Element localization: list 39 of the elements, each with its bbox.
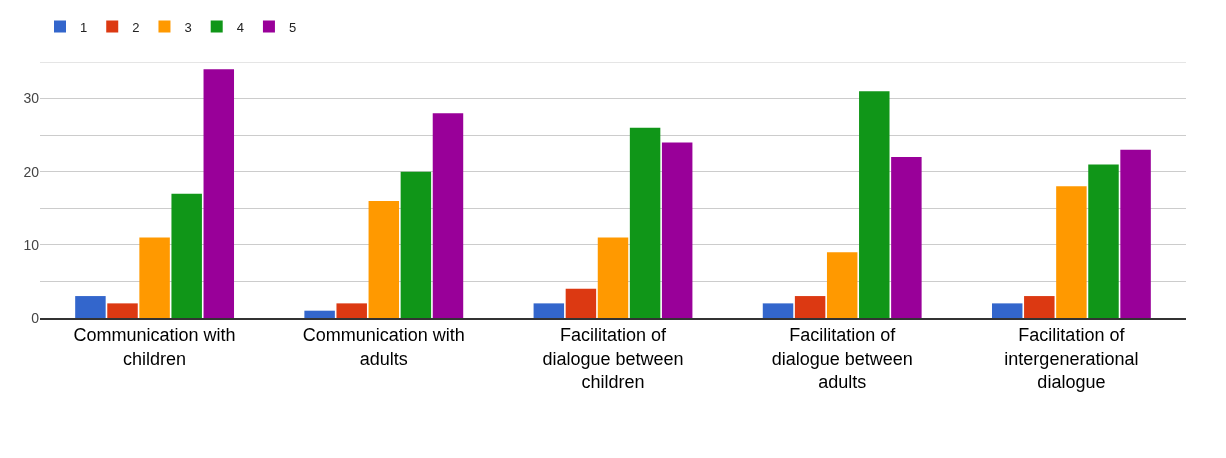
bar: [304, 310, 335, 318]
bar: [107, 303, 138, 318]
bar: [1024, 296, 1055, 318]
bar: [859, 91, 890, 318]
legend-label: 1: [80, 19, 88, 35]
y-tick-label: 0: [31, 309, 40, 326]
bar: [533, 303, 565, 318]
bar: [661, 142, 693, 318]
x-tick-label: Communication with adults: [302, 325, 465, 369]
bar: [794, 296, 826, 318]
x-tick-label: Facilitation of dialogue between children: [542, 325, 684, 393]
x-tick-label: Facilitation of dialogue between adults: [771, 325, 913, 393]
bar: [139, 237, 170, 318]
bar: [432, 113, 464, 318]
bar: [203, 69, 235, 318]
bar: [171, 193, 202, 318]
bar: [400, 171, 432, 318]
bar: [75, 296, 106, 318]
bar: [1120, 149, 1151, 318]
y-tick-label: 20: [23, 163, 40, 180]
bar: [891, 157, 922, 318]
bar: [565, 288, 597, 318]
bar: [762, 303, 794, 318]
y-tick-label: 30: [23, 90, 40, 107]
bar: [597, 237, 629, 318]
x-tick-label: Communication with children: [73, 325, 236, 369]
x-tick-label: Facilitation of intergenerational dialogue: [1004, 325, 1139, 393]
bar: [336, 303, 367, 318]
bar: [1088, 164, 1119, 318]
y-tick-label: 10: [23, 236, 40, 253]
bar: [1056, 186, 1087, 318]
bar: [991, 303, 1023, 318]
bar: [368, 200, 400, 318]
bar: [826, 252, 858, 318]
bar: [629, 127, 661, 318]
legend-label: 5: [288, 19, 297, 35]
legend-label: 3: [184, 19, 192, 35]
legend-label: 2: [132, 19, 140, 35]
legend-label: 4: [236, 19, 244, 35]
